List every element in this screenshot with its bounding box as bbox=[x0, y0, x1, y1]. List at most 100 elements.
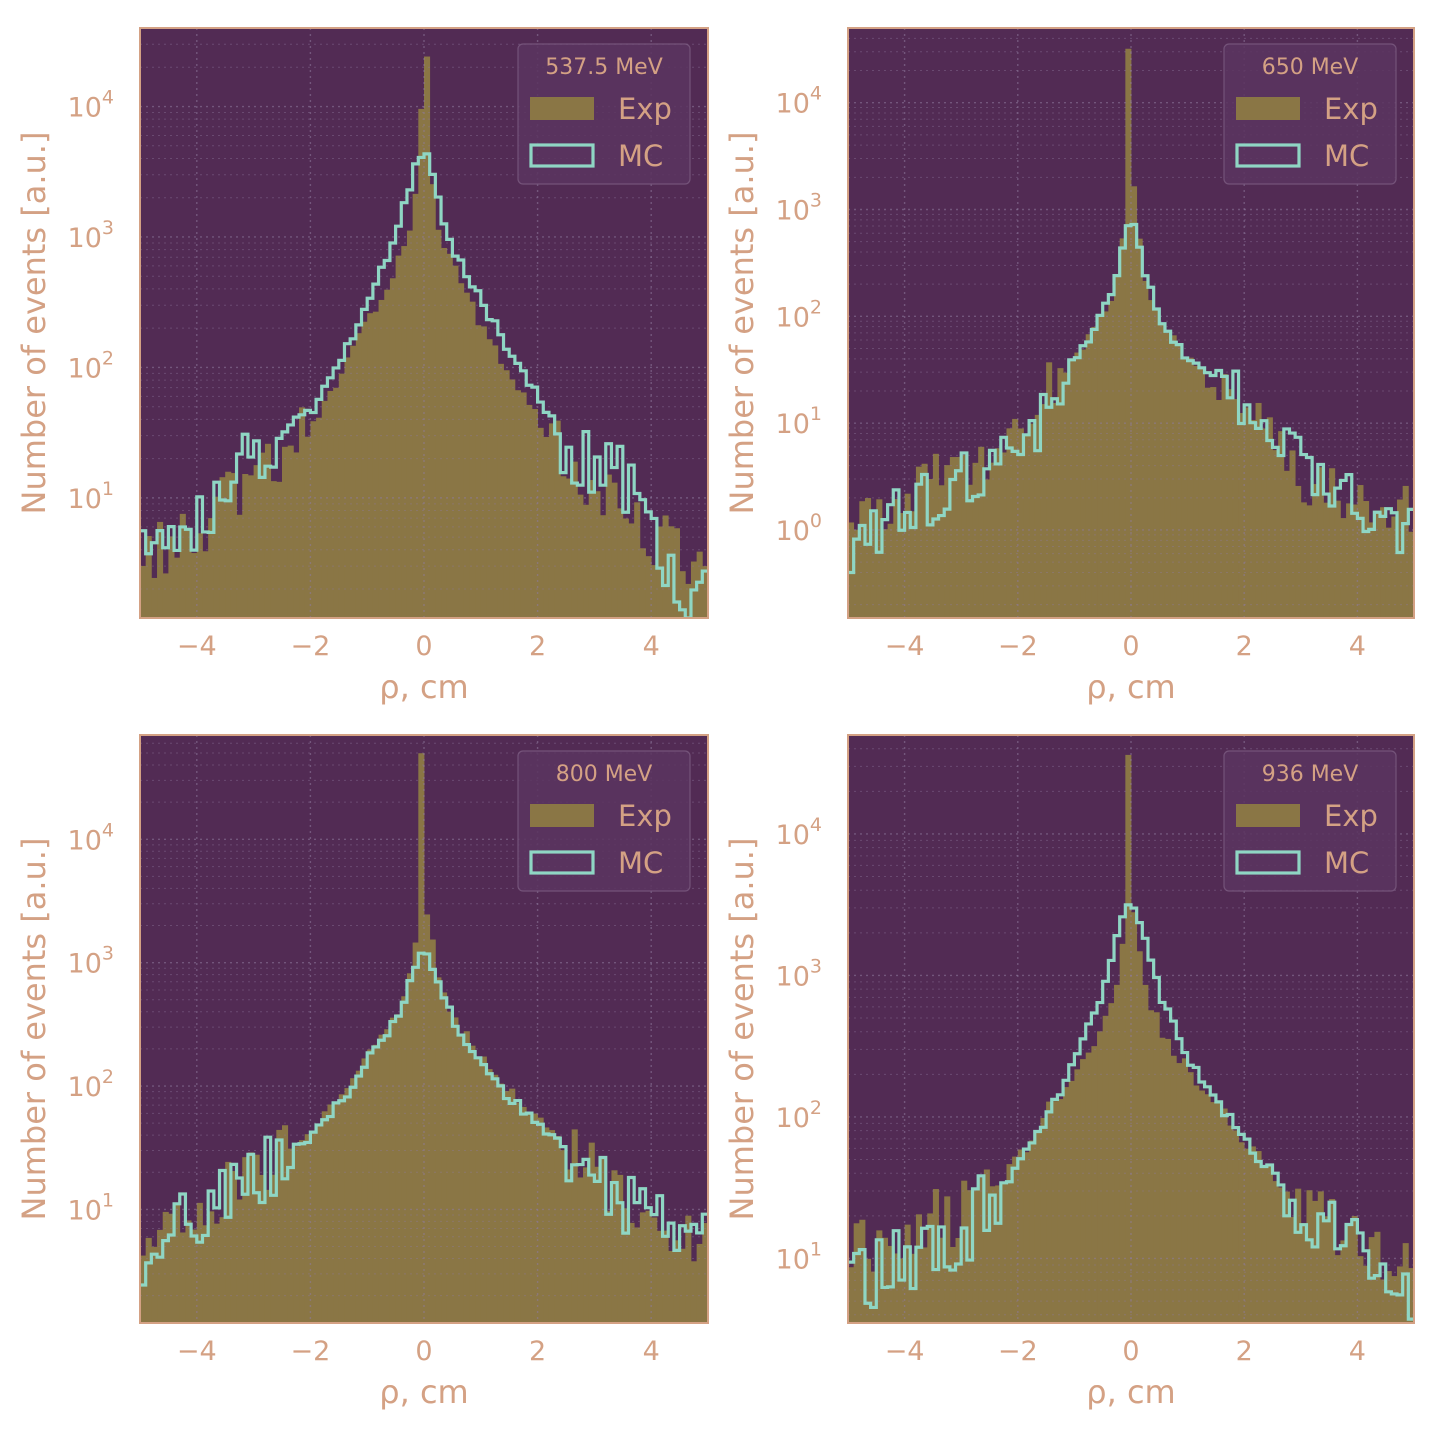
exp-bin bbox=[554, 1136, 561, 1323]
exp-bin bbox=[1334, 500, 1341, 618]
exp-bin bbox=[361, 1058, 368, 1323]
exp-bin bbox=[1063, 372, 1070, 618]
exp-bin bbox=[372, 1044, 379, 1323]
exp-bin bbox=[480, 1056, 487, 1323]
exp-bin bbox=[972, 462, 979, 618]
exp-bin bbox=[1232, 399, 1239, 618]
exp-bin bbox=[1227, 389, 1234, 618]
exp-bin bbox=[1221, 1108, 1228, 1323]
exp-bin bbox=[989, 462, 996, 618]
exp-bin bbox=[1153, 309, 1160, 618]
exp-bin bbox=[1136, 951, 1143, 1323]
x-tick-label: −4 bbox=[885, 631, 925, 662]
legend-swatch-mc bbox=[529, 850, 595, 875]
exp-bin bbox=[1249, 1146, 1256, 1323]
axes-frame bbox=[139, 27, 709, 619]
exp-bin bbox=[679, 571, 686, 618]
exp-bin bbox=[367, 1049, 374, 1323]
legend-label-mc: MC bbox=[618, 139, 663, 173]
exp-bin bbox=[492, 345, 499, 618]
exp-bin bbox=[577, 494, 584, 618]
exp-bin bbox=[955, 1237, 962, 1323]
exp-bin bbox=[509, 1088, 516, 1323]
exp-bin bbox=[1147, 1010, 1155, 1323]
exp-bin bbox=[1131, 186, 1138, 618]
exp-bin bbox=[955, 456, 962, 618]
exp-bin bbox=[202, 551, 209, 618]
exp-bin bbox=[492, 1074, 499, 1323]
exp-bin bbox=[611, 1170, 618, 1323]
exp-bin bbox=[191, 553, 198, 618]
exp-bin bbox=[276, 481, 283, 618]
exp-bin bbox=[151, 577, 158, 618]
exp-bin bbox=[213, 496, 220, 618]
exp-bin bbox=[179, 513, 186, 618]
mc-histogram bbox=[848, 903, 1414, 1321]
exp-bin bbox=[679, 1248, 686, 1323]
exp-bin bbox=[583, 1167, 590, 1323]
y-tick-label: 103 bbox=[776, 955, 822, 992]
x-tick-label: 0 bbox=[415, 631, 432, 662]
exp-bin bbox=[526, 404, 533, 618]
exp-bin bbox=[435, 229, 442, 618]
exp-bin bbox=[1391, 516, 1398, 618]
y-axis-label: Number of events [a.u.] bbox=[15, 838, 53, 1221]
exp-bin bbox=[864, 1258, 872, 1323]
exp-bin bbox=[1272, 450, 1279, 618]
y-tick-label: 102 bbox=[68, 1066, 114, 1103]
exp-bin bbox=[1249, 420, 1256, 618]
legend-label-exp: Exp bbox=[1324, 799, 1378, 833]
exp-bin bbox=[509, 379, 516, 618]
y-tick-label: 100 bbox=[776, 510, 822, 547]
exp-bin bbox=[1017, 428, 1024, 618]
exp-bin bbox=[1023, 1152, 1030, 1323]
grid bbox=[848, 735, 1414, 1323]
exp-bin bbox=[355, 333, 362, 618]
exp-bin bbox=[1046, 362, 1053, 618]
exp-bin bbox=[702, 1223, 708, 1323]
exp-bin bbox=[848, 1267, 855, 1323]
exp-bin bbox=[938, 485, 945, 618]
exp-bin bbox=[333, 387, 340, 618]
exp-bin bbox=[310, 421, 317, 618]
exp-bin bbox=[1397, 499, 1404, 618]
exp-bin bbox=[1114, 984, 1121, 1323]
exp-bin bbox=[299, 407, 306, 618]
exp-bin bbox=[270, 481, 277, 618]
x-tick-label: 4 bbox=[1349, 631, 1366, 662]
mc-histogram bbox=[140, 951, 708, 1287]
exp-bin bbox=[1300, 1223, 1307, 1323]
exp-bin bbox=[446, 253, 453, 618]
exp-bin bbox=[384, 289, 391, 618]
exp-bin bbox=[406, 230, 414, 618]
exp-bin bbox=[1346, 503, 1353, 618]
exp-bin bbox=[1238, 412, 1245, 618]
exp-bin bbox=[458, 1036, 465, 1323]
exp-bin bbox=[881, 1237, 889, 1323]
exp-bin bbox=[327, 390, 334, 618]
exp-bin bbox=[219, 1217, 226, 1323]
legend-label-exp: Exp bbox=[1324, 92, 1378, 126]
exp-bin bbox=[1187, 1072, 1194, 1323]
exp-bin bbox=[1289, 450, 1296, 618]
exp-bin bbox=[395, 1014, 402, 1323]
exp-bin bbox=[1244, 407, 1251, 618]
plot-content bbox=[140, 735, 708, 1323]
exp-bin bbox=[1232, 1130, 1239, 1323]
mc-histogram bbox=[848, 222, 1414, 575]
y-tick-label: 101 bbox=[776, 403, 822, 440]
exp-bin bbox=[668, 1250, 675, 1323]
y-tick-label: 104 bbox=[68, 819, 114, 856]
exp-bin bbox=[983, 1169, 990, 1323]
exp-bin bbox=[384, 1029, 391, 1323]
exp-bin bbox=[1085, 1052, 1092, 1323]
exp-bin bbox=[978, 446, 985, 618]
exp-bin bbox=[1323, 1216, 1330, 1323]
x-tick-label: −2 bbox=[290, 631, 330, 662]
exp-bin bbox=[1351, 1216, 1358, 1323]
exp-bin bbox=[662, 515, 669, 618]
legend-label-mc: MC bbox=[1324, 139, 1369, 173]
exp-bin bbox=[617, 508, 624, 618]
x-tick-label: −4 bbox=[177, 1336, 217, 1367]
exp-bin bbox=[1034, 1130, 1041, 1323]
